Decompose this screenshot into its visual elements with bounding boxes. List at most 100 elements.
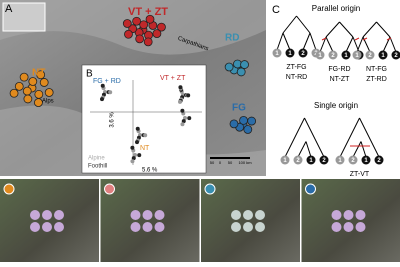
label: Foothill [88,164,107,170]
photo [302,179,400,262]
flower [243,210,253,220]
scale-bar [210,157,250,159]
tree-branch [303,33,310,50]
tree-branch [377,22,391,37]
population-dot [40,78,48,86]
scatter-dot [135,140,139,144]
scatter-dot [180,109,184,113]
scatter-dot [137,153,141,157]
tree-branch [277,33,283,50]
flower [356,210,366,220]
population-dot [136,35,144,43]
scatter-dot [178,100,182,104]
scatter-dot [108,90,112,94]
flower [143,222,153,232]
population-dot [24,95,32,103]
flower [255,222,265,232]
population-dot [157,23,165,31]
flower [344,210,354,220]
flower [332,222,342,232]
population-dot [45,88,53,96]
flower [131,210,141,220]
tree-branch [360,118,380,157]
population-dot [144,38,152,46]
label: VT + ZT [128,6,168,18]
label: Single origin [314,101,358,110]
population-dot [225,63,233,71]
label: NT-ZT [330,76,351,83]
tree-branch [283,16,297,33]
flower [344,222,354,232]
tree-branch [340,22,354,37]
flower [30,210,40,220]
photo-marker [205,184,215,194]
flower [231,210,241,220]
label: NT-RD [286,74,307,81]
label: B [86,69,93,80]
photo-marker [4,184,14,194]
tree-branch [346,37,353,52]
scatter-dot [130,146,134,150]
scatter-dot [186,93,190,97]
label: C [272,4,280,16]
tree-branch [298,142,306,158]
tree-branch [326,22,340,37]
label: VT + ZT [160,75,186,82]
scatter-dot [187,116,191,120]
label: 50 [210,160,215,165]
tree-branch [355,38,359,40]
population-dot [123,19,131,27]
photo [101,179,200,262]
tree-branch [305,118,325,157]
population-dot [240,116,248,124]
tree-branch [363,22,377,37]
flower [255,210,265,220]
flower [243,222,253,232]
flower [231,222,241,232]
flower [155,210,165,220]
scatter-dot [143,133,147,137]
label: Alpine [88,156,105,162]
tree-branch [353,142,361,158]
label: FG [232,103,246,114]
population-dot [244,125,252,133]
population-dot [10,89,18,97]
flower [30,222,40,232]
scatter-dot [130,159,134,163]
label: Alps [42,99,54,105]
label: 50 [228,160,233,165]
label: FG-RD [328,66,350,73]
label: 3.6 % [110,112,116,128]
label: NT [32,68,45,79]
scatter-dot [178,85,182,89]
flower [155,222,165,232]
scatter-dot [136,127,140,131]
label: Parallel origin [312,4,360,13]
photo [0,179,99,262]
photo-marker [105,184,115,194]
flower [356,222,366,232]
tree-branch [326,37,333,52]
population-dot [237,68,245,76]
tree-branch [310,33,316,50]
flower [131,222,141,232]
tree-branch [390,37,396,52]
population-dot [241,61,249,69]
label: 100 km [238,160,252,165]
label: NT-FG [366,66,387,73]
photo [201,179,300,262]
scatter-dot [100,97,104,101]
flower [54,222,64,232]
population-dot [133,17,141,25]
flower [42,210,52,220]
scatter-dot [180,122,184,126]
label: FG + RD [93,78,121,85]
flower [42,222,52,232]
label: 5.6 % [142,168,158,174]
label: NT [140,145,150,152]
tree-branch [361,142,366,158]
population-dot [124,30,132,38]
population-dot [23,87,31,95]
flower [143,210,153,220]
